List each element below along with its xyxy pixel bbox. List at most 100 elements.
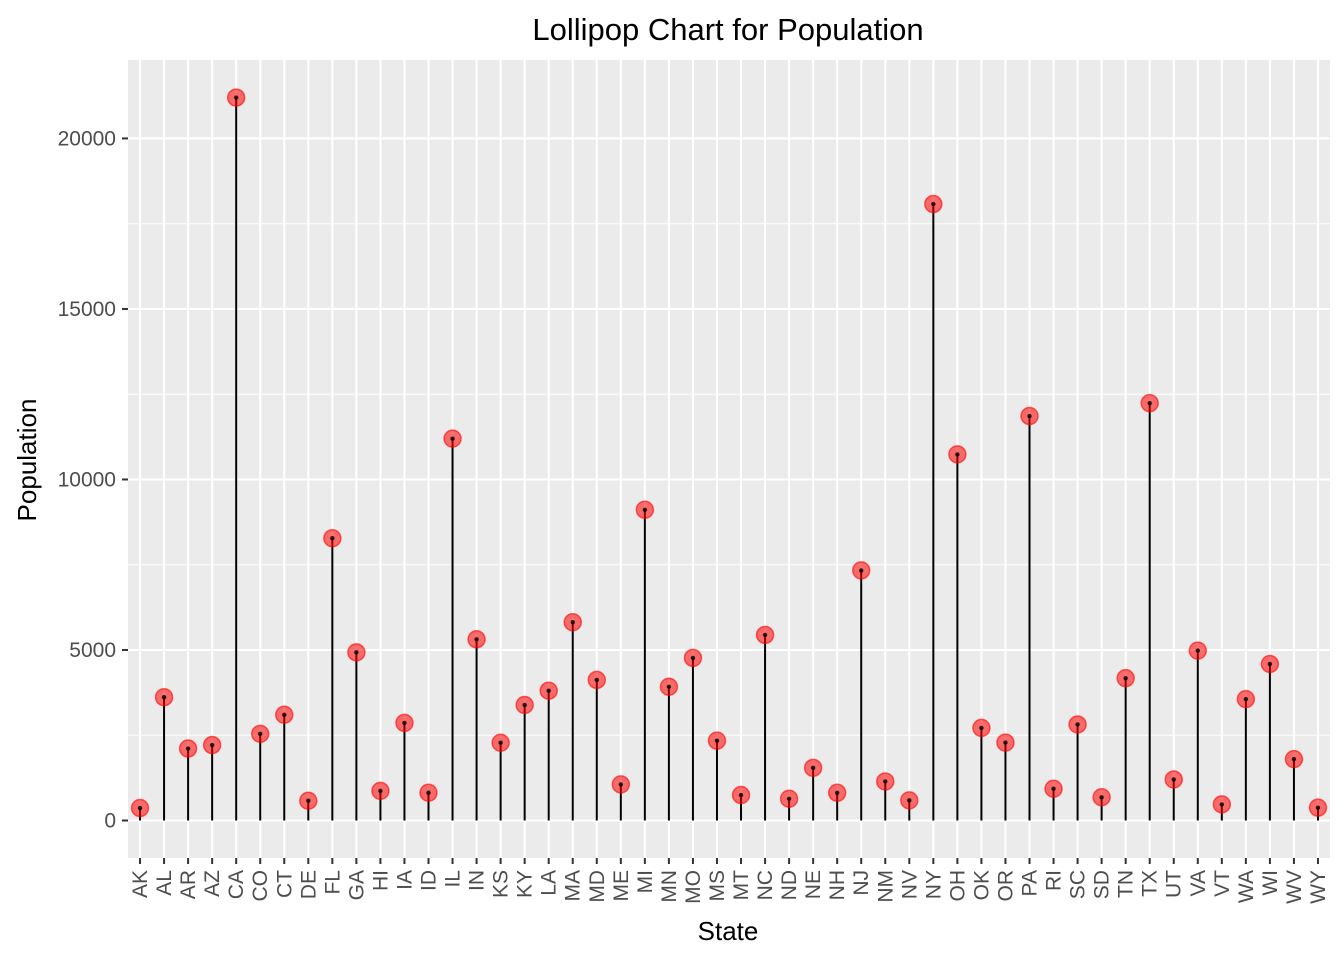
lollipop-point-center (1099, 795, 1104, 800)
lollipop-point-center (570, 620, 575, 625)
chart-title: Lollipop Chart for Population (532, 12, 923, 47)
x-tick-label: WA (1235, 870, 1258, 903)
x-tick-label: AL (153, 870, 176, 896)
x-tick-label: WV (1283, 870, 1306, 904)
x-tick-label: GA (345, 870, 368, 900)
x-tick-label: DE (297, 870, 320, 899)
lollipop-point-center (474, 637, 479, 642)
lollipop-point-center (714, 738, 720, 743)
lollipop-point-center (1291, 756, 1297, 762)
lollipop-point-center (1315, 805, 1321, 810)
x-tick-label: CA (225, 870, 248, 899)
lollipop-point-center (522, 702, 527, 708)
x-tick-label: FL (321, 870, 344, 895)
y-tick-label: 5000 (69, 639, 116, 662)
lollipop-point-center (282, 712, 287, 717)
lollipop-point-center (1003, 740, 1008, 745)
x-tick-label: CO (249, 870, 272, 902)
minor-gridlines (128, 223, 1330, 736)
y-tick-label: 20000 (58, 127, 116, 150)
x-tick-label: NE (802, 870, 825, 899)
x-tick-label: KY (514, 870, 537, 898)
x-tick-label: MT (730, 870, 753, 900)
x-tick-label: NM (874, 870, 897, 903)
x-tick-label: SC (1067, 870, 1090, 899)
lollipop-point-center (185, 746, 191, 751)
x-tick-label: AZ (201, 870, 224, 897)
x-tick-label: CT (273, 870, 296, 898)
lollipop-point-center (1051, 786, 1056, 791)
x-tick-label: MI (634, 870, 657, 893)
y-tick-label: 10000 (58, 468, 116, 491)
lollipop-point-center (498, 740, 503, 745)
x-tick-label: OK (970, 870, 993, 900)
x-tick-label: WY (1307, 870, 1330, 904)
x-tick-label: HI (369, 870, 392, 891)
lollipop-point-center (618, 782, 624, 787)
y-axis: 0 5000 10000 15000 20000 (58, 127, 128, 832)
lollipop-point-center (402, 720, 407, 726)
x-tick-label: ID (418, 870, 441, 891)
lollipop-point-center (330, 536, 335, 541)
lollipop-point-center (810, 765, 816, 771)
lollipop-point-center (354, 650, 359, 655)
lollipop-point-center (1219, 802, 1225, 807)
lollipop-point-center (1171, 777, 1176, 782)
lollipop-points (130, 88, 1328, 818)
x-tick-label: SD (1091, 870, 1114, 899)
x-tick-label: KS (490, 870, 513, 898)
lollipop-point-center (378, 788, 383, 794)
y-tick-label: 15000 (58, 298, 116, 321)
lollipop-point-center (859, 568, 864, 573)
lollipop-point-center (594, 677, 599, 683)
x-tick-label: RI (1043, 870, 1066, 891)
lollipop-point-center (642, 507, 648, 512)
x-tick-label: ME (610, 870, 633, 902)
y-tick-label: 0 (104, 809, 116, 832)
x-tick-label: IN (466, 870, 489, 891)
x-tick-label: TN (1115, 870, 1138, 898)
lollipop-point-center (233, 95, 239, 100)
x-axis: AK AL AR AZ CA CO CT DE FL GA HI IA ID IL IN KS KY LA MA MD… (129, 858, 1330, 904)
x-tick-label: OH (946, 870, 969, 902)
lollipop-point-center (450, 436, 455, 441)
x-tick-label: MA (562, 870, 585, 902)
x-tick-label: NV (898, 870, 921, 899)
lollipop-point-center (1027, 413, 1032, 419)
x-tick-label: PA (1019, 870, 1042, 896)
x-tick-label: MD (586, 870, 609, 903)
lollipop-point-center (209, 742, 215, 748)
lollipop-point-center (1123, 675, 1128, 681)
lollipop-point-center (1195, 648, 1200, 653)
lollipop-point-center (690, 655, 696, 661)
x-tick-label: IA (393, 870, 416, 890)
lollipop-point-center (1147, 400, 1152, 406)
lollipop-point-center (666, 684, 672, 689)
lollipop-point-center (931, 201, 936, 207)
lollipop-point-center (786, 796, 792, 801)
lollipop-point-center (762, 632, 768, 638)
lollipop-point-center (907, 798, 912, 803)
x-tick-label: MO (682, 870, 705, 904)
x-tick-label: MN (658, 870, 681, 903)
x-tick-label: ND (778, 870, 801, 900)
lollipop-point-center (137, 805, 143, 811)
x-tick-label: NY (922, 870, 945, 899)
x-tick-label: WI (1259, 870, 1282, 896)
x-tick-label: OR (994, 870, 1017, 902)
x-tick-label: TX (1139, 870, 1162, 897)
lollipop-point-center (258, 731, 263, 737)
lollipop-stems (139, 97, 1319, 821)
plot-panel (128, 60, 1330, 858)
x-tick-label: NC (754, 870, 777, 900)
x-tick-label: AR (177, 870, 200, 899)
lollipop-point-center (426, 790, 431, 795)
lollipop-point-center (955, 452, 960, 457)
x-tick-label: AK (129, 870, 152, 898)
x-tick-label: VT (1211, 870, 1234, 897)
lollipop-point-center (883, 779, 888, 784)
lollipop-point-center (161, 695, 167, 700)
lollipop-point-center (1267, 661, 1273, 667)
lollipop-point-center (834, 790, 840, 795)
